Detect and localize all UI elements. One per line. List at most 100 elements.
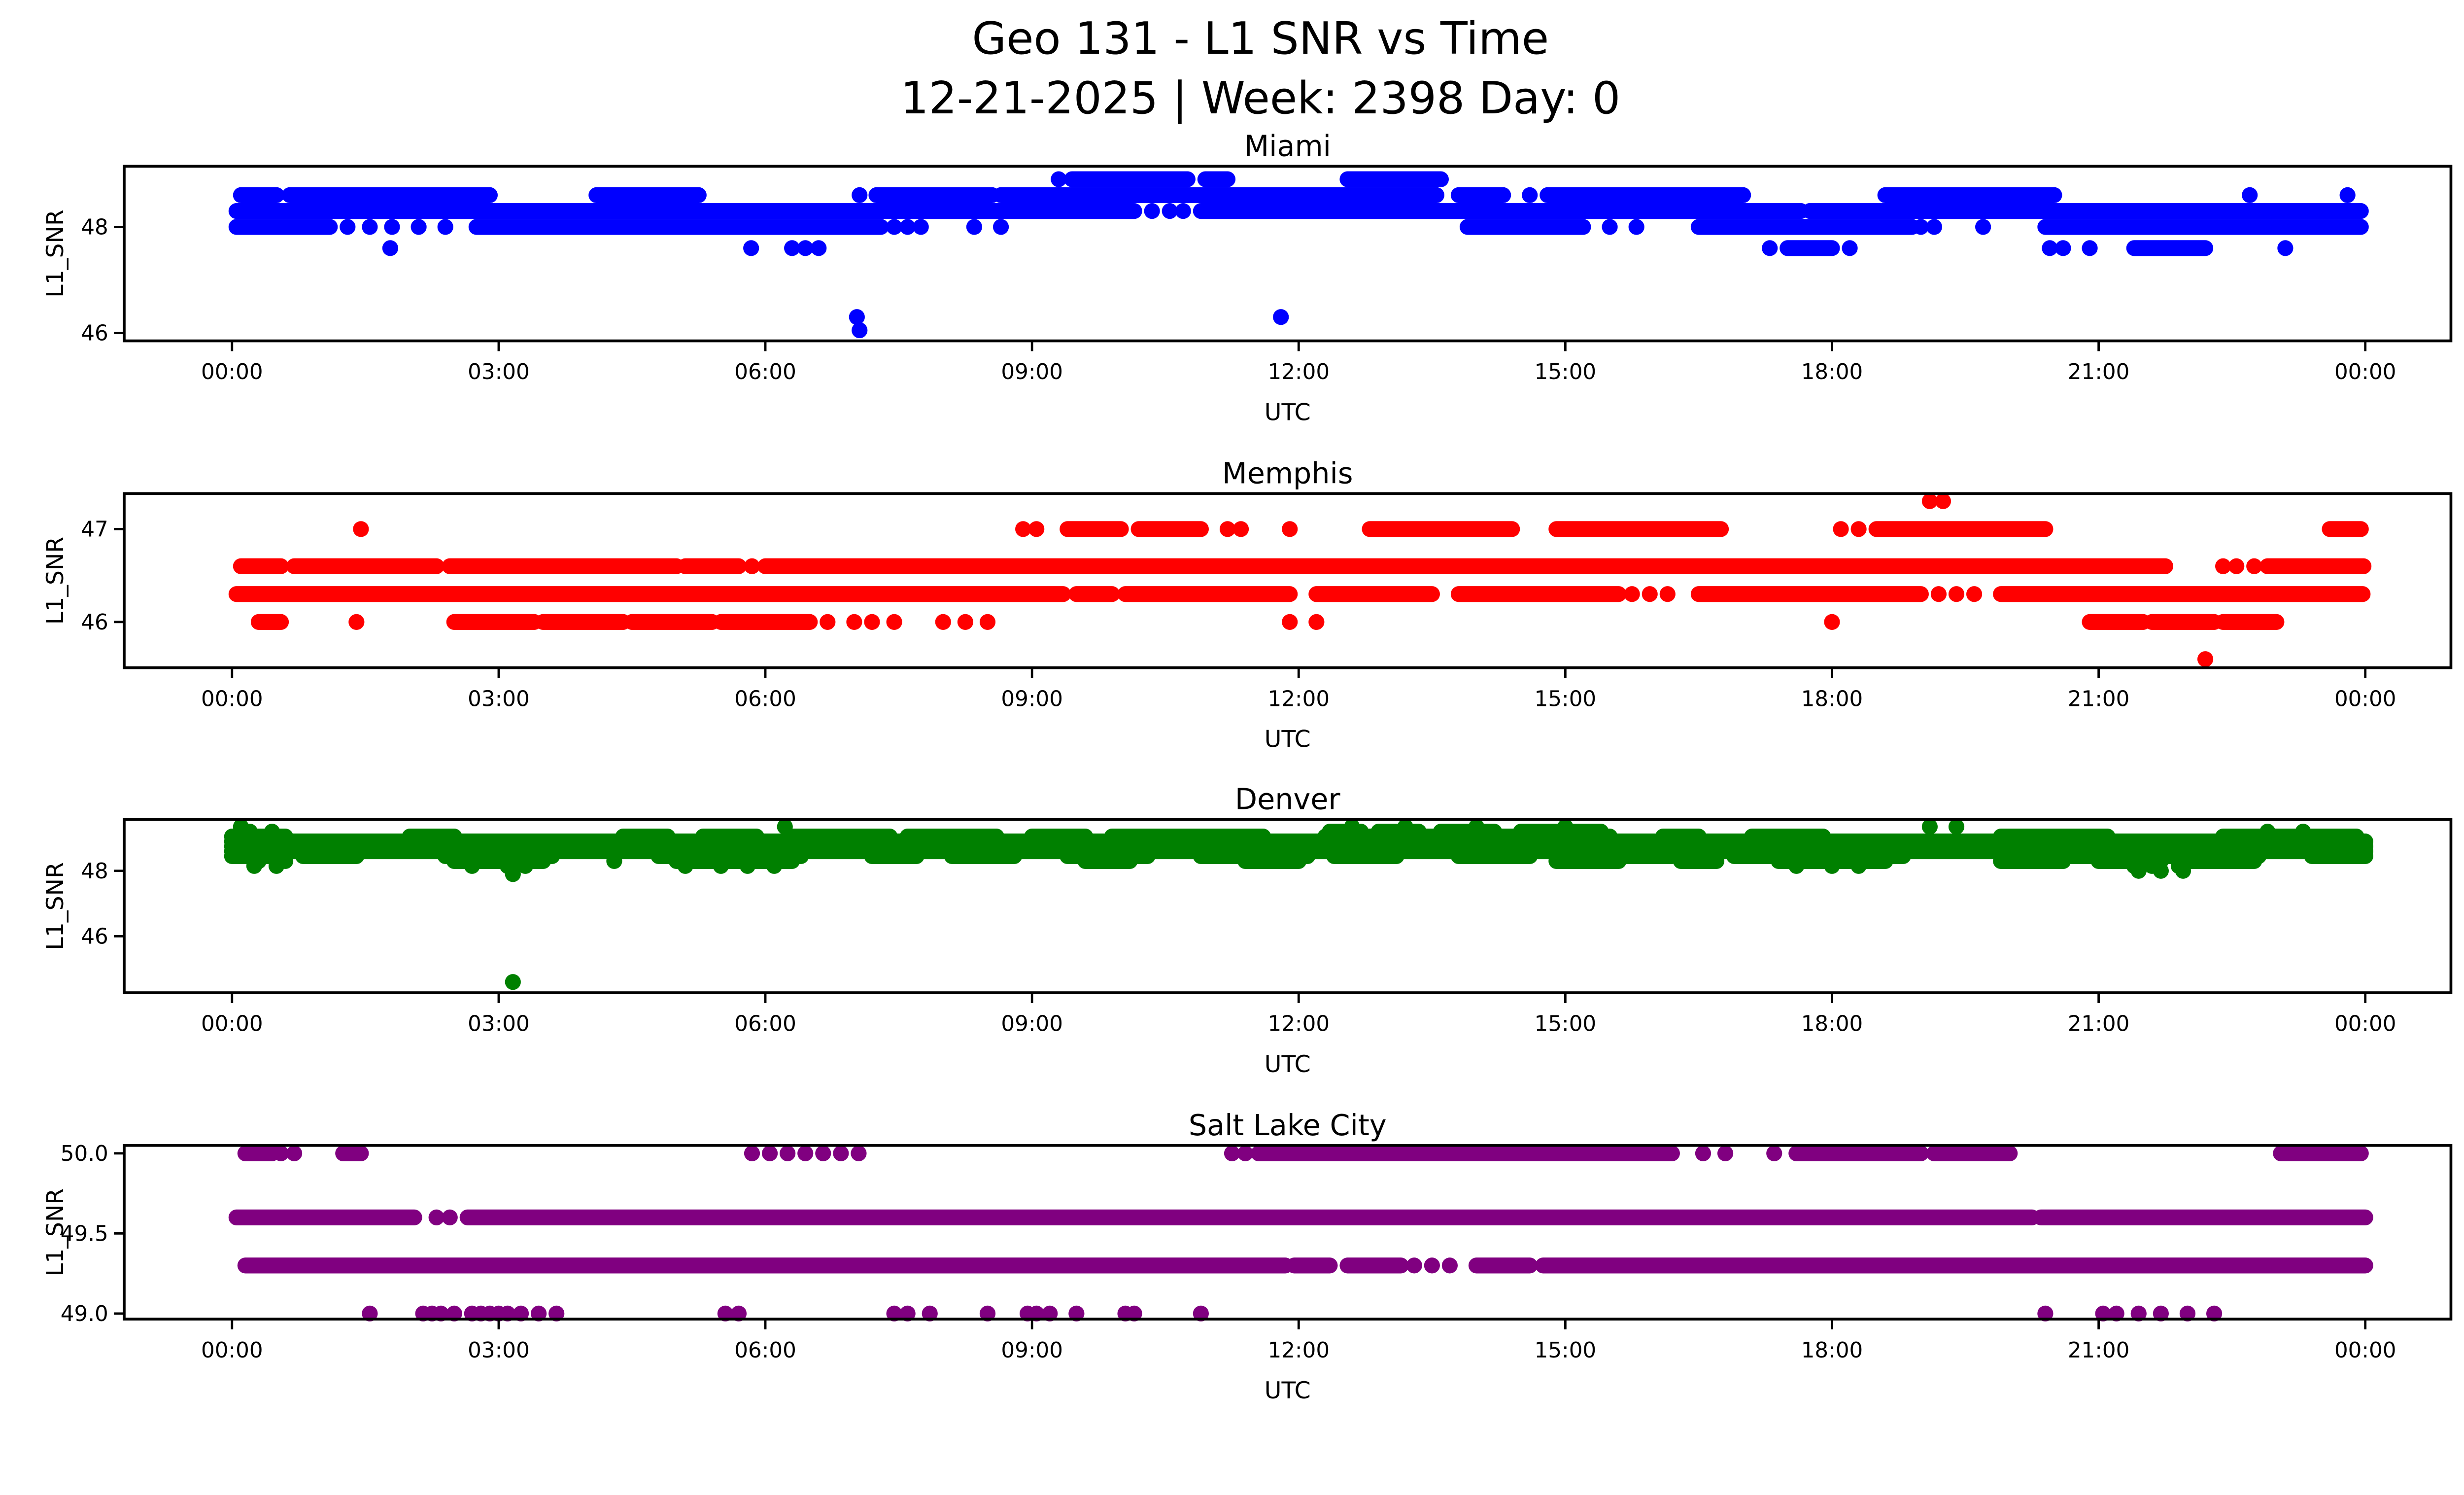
x-tick-label: 03:00 (468, 1338, 530, 1363)
data-point (1913, 219, 1929, 235)
data-point (743, 240, 759, 256)
x-tick-label: 09:00 (1001, 1012, 1063, 1037)
data-point (499, 1305, 516, 1321)
data-point (2055, 240, 2071, 256)
x-tick-label: 06:00 (734, 1012, 796, 1037)
data-point (1175, 203, 1191, 219)
data-point (1659, 586, 1676, 602)
data-point (1628, 219, 1644, 235)
data-point (1015, 521, 1031, 537)
data-point (1602, 219, 1618, 235)
axes-box (123, 818, 2453, 994)
data-point (820, 614, 836, 630)
data-point (286, 1145, 303, 1161)
data-point (1695, 1145, 1711, 1161)
x-tick-label: 00:00 (201, 1338, 263, 1363)
data-point (382, 240, 398, 256)
data-point (899, 1305, 916, 1321)
subplot-area: 00:00 03:00 06:00 09:00 12:00 15:00 18:00 21:00… (42, 129, 2453, 1404)
data-point (2339, 187, 2356, 203)
data-point (442, 1209, 458, 1225)
data-point (505, 866, 521, 882)
data-point (744, 1145, 760, 1161)
figure-subtitle: 12-21-2025 | Week: 2398 Day: 0 (900, 72, 1620, 124)
subplot-title-denver: Denver (1235, 782, 1340, 816)
data-point (717, 1305, 733, 1321)
data-point (464, 858, 480, 874)
x-tick-label: 15:00 (1535, 1338, 1597, 1363)
x-tick-label: 15:00 (1535, 687, 1597, 711)
data-point (2228, 558, 2245, 574)
x-tick-label: 00:00 (2334, 360, 2396, 384)
data-point (2153, 863, 2169, 879)
data-point (1028, 521, 1045, 537)
data-point (1921, 493, 1938, 509)
data-point (1068, 1305, 1085, 1321)
data-point (1219, 521, 1236, 537)
data-point (1850, 521, 1867, 537)
x-tick-label: 21:00 (2068, 1338, 2130, 1363)
data-point (797, 1145, 814, 1161)
data-point (1948, 819, 1965, 835)
x-tick-label: 00:00 (2334, 687, 2396, 711)
data-point (979, 614, 996, 630)
x-tick-label: 03:00 (468, 1012, 530, 1037)
data-point (513, 1305, 529, 1321)
data-point (852, 322, 868, 339)
x-tick-label: 15:00 (1535, 1012, 1597, 1037)
data-point (2242, 187, 2258, 203)
y-axis-label: L1_SNR (42, 209, 69, 298)
data-point (886, 1305, 902, 1321)
data-point (411, 219, 427, 235)
x-tick-label: 09:00 (1001, 687, 1063, 711)
data-point (1762, 240, 1778, 256)
data-point (2130, 863, 2147, 879)
data-point (1948, 586, 1965, 602)
figure-title: Geo 131 - L1 SNR vs Time (972, 13, 1549, 65)
y-tick-label: 50.0 (61, 1142, 108, 1166)
data-point (851, 1145, 867, 1161)
data-point (886, 614, 902, 630)
x-tick-label: 06:00 (734, 687, 796, 711)
data-point (433, 1305, 449, 1321)
data-point (979, 1305, 996, 1321)
y-axis-label: L1_SNR (42, 537, 69, 625)
data-point (1788, 858, 1805, 874)
data-point (1824, 858, 1840, 874)
data-point (846, 614, 862, 630)
x-tick-label: 12:00 (1268, 1012, 1330, 1037)
data-point (761, 1145, 778, 1161)
data-point (739, 858, 756, 874)
data-point (1966, 586, 1983, 602)
data-point (348, 614, 365, 630)
data-point (1028, 1305, 1045, 1321)
data-point (815, 1145, 831, 1161)
x-tick-label: 00:00 (201, 360, 263, 384)
data-point (922, 1305, 938, 1321)
subplot-title-memphis: Memphis (1222, 456, 1353, 490)
data-point (268, 858, 285, 874)
figure-background (0, 0, 2464, 1416)
data-point (446, 1305, 462, 1321)
data-point (1766, 1145, 1782, 1161)
subplot-salt-lake-city: 00:00 03:00 06:00 09:00 12:00 15:00 18:00 21:00… (42, 1108, 2453, 1404)
x-tick-label: 03:00 (468, 360, 530, 384)
data-point (1842, 240, 1858, 256)
data-point (1424, 1257, 1440, 1274)
data-point (2215, 558, 2231, 574)
data-point (1824, 614, 1840, 630)
data-point (1921, 819, 1938, 835)
x-tick-label: 21:00 (2068, 687, 2130, 711)
x-tick-label: 21:00 (2068, 360, 2130, 384)
data-point (1193, 1305, 1209, 1321)
data-point (1406, 1257, 1422, 1274)
data-point (2179, 1305, 2196, 1321)
data-point (1308, 614, 1325, 630)
data-point (2108, 1305, 2124, 1321)
data-point (713, 858, 729, 874)
data-point (935, 614, 951, 630)
x-tick-label: 03:00 (468, 687, 530, 711)
subplot-denver: 00:00 03:00 06:00 09:00 12:00 15:00 18:00 21:00… (42, 782, 2453, 1078)
data-point (849, 309, 865, 325)
x-axis-label: UTC (1265, 399, 1311, 426)
